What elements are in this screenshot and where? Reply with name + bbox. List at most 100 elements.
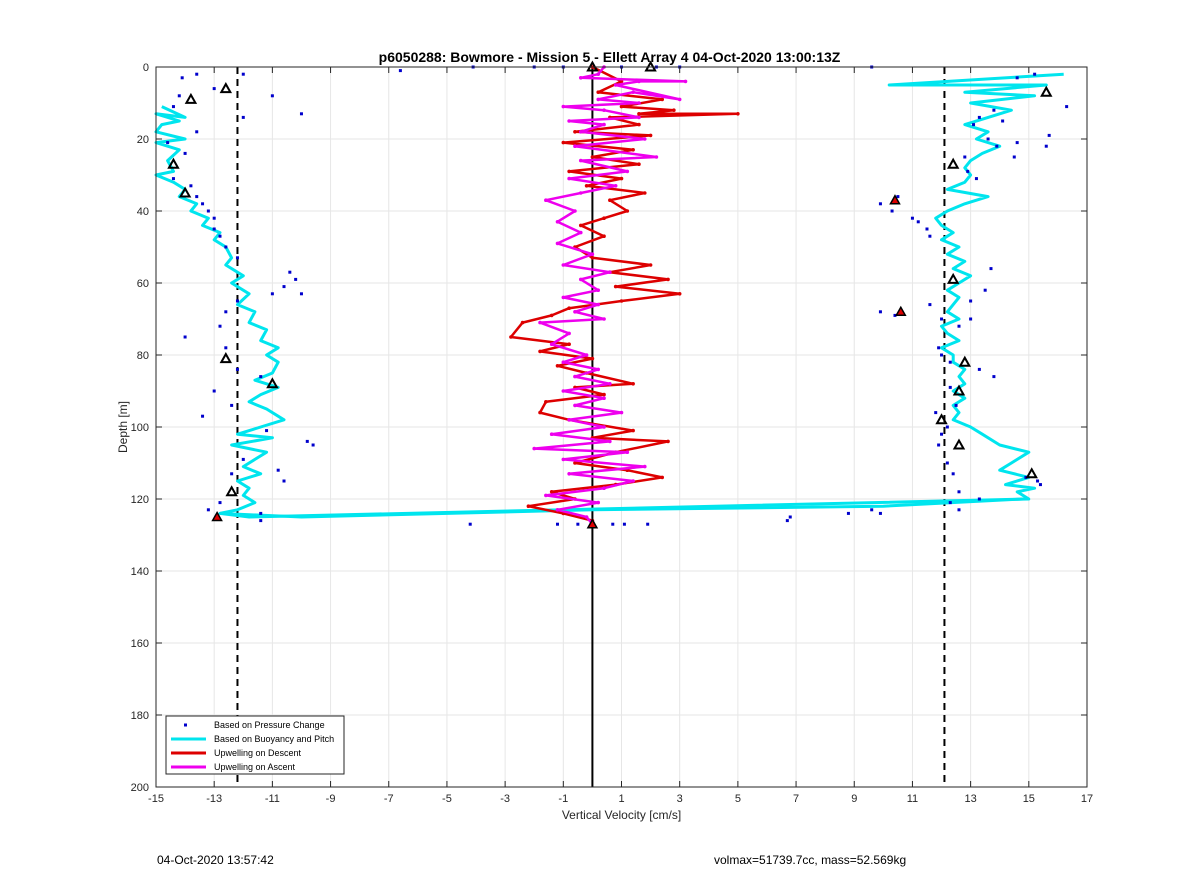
open-triangle-marker (1025, 467, 1038, 479)
x-tick-label: 3 (677, 793, 683, 805)
upwelling-descent-point (736, 112, 740, 116)
x-tick-label: -9 (326, 793, 336, 805)
upwelling-ascent-point (538, 320, 542, 325)
pressure-change-point (957, 490, 961, 494)
open-triangle-marker (1040, 85, 1053, 97)
upwelling-descent-point (613, 284, 618, 289)
pressure-change-point (974, 177, 978, 181)
pressure-change-point (969, 317, 973, 321)
pressure-change-point (218, 324, 222, 328)
pressure-change-point (1038, 483, 1042, 487)
upwelling-descent-point (631, 428, 635, 433)
open-triangle-marker (184, 92, 198, 104)
legend: Based on Pressure Change Based on Buoyanc… (165, 715, 345, 775)
pressure-change-point (945, 425, 949, 429)
pressure-change-point (1012, 155, 1016, 159)
x-tick-label: 11 (907, 793, 918, 805)
pressure-change-point (212, 389, 216, 393)
upwelling-ascent-point (602, 425, 606, 429)
open-triangle-marker (952, 438, 966, 450)
upwelling-ascent-point (544, 493, 548, 498)
pressure-change-point (206, 508, 210, 512)
upwelling-ascent-point (584, 515, 589, 519)
upwelling-ascent-point (608, 439, 612, 444)
pressure-change-point (235, 256, 239, 260)
x-tick-label: 13 (965, 793, 977, 805)
pressure-change-point (1044, 144, 1048, 148)
upwelling-ascent-point (578, 158, 583, 163)
upwelling-ascent-point (561, 360, 566, 365)
pressure-change-point (218, 234, 222, 238)
upwelling-descent-point (596, 90, 601, 94)
x-tick-label: 1 (618, 793, 624, 805)
pressure-change-point (948, 501, 952, 505)
pressure-change-point (195, 72, 199, 76)
upwelling-descent-point (666, 277, 670, 282)
upwelling-descent-point (549, 490, 554, 494)
upwelling-ascent-point (602, 108, 606, 112)
upwelling-ascent-point (561, 457, 566, 462)
upwelling-ascent-point (549, 432, 554, 437)
upwelling-ascent-point (613, 83, 618, 87)
pressure-change-point (299, 112, 303, 116)
pressure-change-point (201, 414, 205, 418)
pressure-change-point (166, 141, 170, 145)
upwelling-descent-point (584, 184, 589, 188)
pressure-change-point (224, 346, 228, 350)
pressure-change-point (846, 511, 850, 515)
upwelling-descent-point (648, 263, 653, 267)
pressure-change-point (622, 522, 626, 526)
upwelling-ascent-point (602, 122, 606, 127)
pressure-change-point (992, 375, 996, 379)
x-tick-label: -5 (442, 793, 452, 805)
upwelling-descent-point (666, 439, 670, 444)
pressure-change-point (1015, 141, 1019, 145)
pressure-change-point (977, 115, 981, 119)
upwelling-ascent-point (602, 317, 606, 321)
open-triangle-marker (958, 355, 972, 367)
y-tick-label: 200 (131, 782, 149, 794)
pressure-change-point (1001, 119, 1005, 123)
pressure-change-point (241, 115, 245, 119)
pressure-change-point (986, 137, 990, 141)
pressure-change-point (189, 184, 193, 188)
pressure-change-point (928, 234, 932, 238)
upwelling-ascent-point (642, 137, 647, 141)
open-triangle-marker (167, 157, 180, 169)
upwelling-ascent-point (573, 403, 577, 408)
pressure-change-point (957, 324, 961, 328)
pressure-change-point (270, 94, 274, 98)
pressure-change-point (235, 299, 239, 303)
upwelling-descent-point (619, 299, 624, 303)
x-tick-label: 17 (1081, 793, 1093, 805)
upwelling-ascent-point (555, 220, 560, 224)
pressure-change-point (241, 457, 245, 461)
pressure-change-point (171, 105, 175, 109)
pressure-change-point (305, 439, 309, 443)
open-triangle-marker (266, 377, 279, 389)
upwelling-ascent-point (590, 252, 595, 256)
upwelling-descent-point (526, 504, 531, 509)
x-tick-label: -15 (148, 793, 164, 805)
y-tick-label: 140 (131, 566, 149, 578)
open-triangle-marker (219, 82, 233, 94)
pressure-change-point (940, 432, 944, 436)
upwelling-ascent-point (642, 464, 647, 469)
pressure-change-point (977, 367, 981, 371)
upwelling-descent-point (672, 108, 676, 112)
pressure-change-point (937, 443, 941, 447)
legend-entry-label: Upwelling on Ascent (214, 762, 296, 772)
pressure-change-point (177, 94, 181, 98)
upwelling-ascent-point (608, 270, 612, 275)
pressure-change-point (218, 501, 222, 505)
upwelling-descent-point (619, 79, 624, 84)
upwelling-descent-point (602, 392, 606, 397)
pressure-change-point (183, 151, 187, 155)
x-tick-label: -7 (384, 793, 394, 805)
tick-labels: -15 -13 -11 -9 -7 -5 -3 -1 1 3 5 7 9 11 13 15 1702040608… (131, 62, 1093, 805)
upwelling-ascent-point (602, 486, 606, 491)
upwelling-descent-point (637, 162, 641, 166)
footer-timestamp: 04-Oct-2020 13:57:42 (157, 853, 274, 867)
upwelling-descent-point (567, 306, 571, 311)
upwelling-ascent-point (544, 198, 548, 202)
